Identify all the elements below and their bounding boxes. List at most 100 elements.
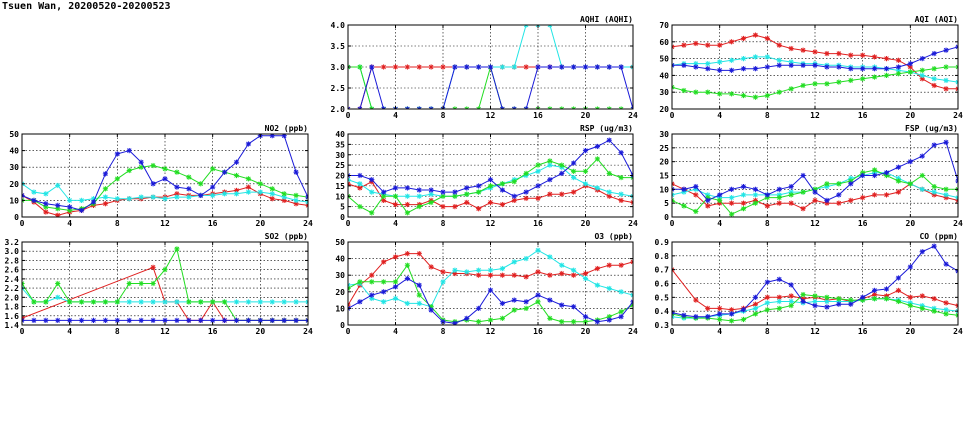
- data-point-blue: [559, 64, 565, 70]
- x-tick-label: 8: [765, 111, 770, 120]
- data-point-blue: [499, 187, 505, 193]
- data-point-green: [404, 262, 410, 268]
- data-point-cyan: [618, 191, 624, 197]
- data-point-red: [43, 209, 49, 215]
- data-point-red: [752, 32, 759, 38]
- data-point-green: [102, 186, 109, 192]
- data-point-green: [571, 106, 577, 109]
- data-point-cyan: [594, 282, 600, 288]
- data-point-red: [348, 302, 351, 308]
- data-point-green: [812, 293, 818, 299]
- data-point-green: [788, 303, 794, 309]
- data-point-blue: [630, 106, 633, 109]
- data-point-cyan: [293, 299, 299, 305]
- data-point-red: [955, 86, 958, 92]
- data-point-blue: [728, 67, 735, 73]
- data-point-blue: [487, 177, 494, 183]
- data-point-blue: [404, 185, 410, 191]
- y-tick-label: 1.8: [5, 303, 20, 312]
- data-point-green: [369, 106, 375, 109]
- data-point-blue: [788, 282, 794, 288]
- x-tick-label: 4: [67, 219, 72, 228]
- data-point-green: [547, 106, 553, 109]
- data-point-green: [728, 91, 735, 97]
- data-point-blue: [848, 301, 854, 307]
- data-point-blue: [464, 315, 470, 321]
- data-point-green: [740, 316, 747, 323]
- y-tick-label: 15: [659, 172, 669, 181]
- x-tick-label: 20: [581, 219, 591, 228]
- data-point-cyan: [293, 197, 299, 203]
- data-point-blue: [776, 62, 782, 68]
- data-point-green: [233, 172, 240, 179]
- data-point-blue: [800, 298, 806, 305]
- y-tick-label: 10: [335, 192, 345, 201]
- data-point-blue: [895, 164, 902, 170]
- data-point-red: [705, 203, 711, 209]
- data-point-blue: [860, 172, 866, 179]
- y-tick-label: 35: [335, 140, 345, 149]
- x-tick-label: 12: [160, 219, 170, 228]
- data-point-green: [606, 106, 612, 109]
- data-point-red: [871, 192, 878, 198]
- data-point-blue: [693, 64, 699, 70]
- data-point-blue: [269, 317, 275, 323]
- data-point-blue: [895, 275, 902, 281]
- data-point-blue: [571, 160, 577, 166]
- data-point-green: [369, 279, 375, 285]
- data-point-blue: [907, 159, 913, 165]
- data-point-green: [752, 311, 759, 317]
- data-point-blue: [547, 64, 553, 70]
- data-point-green: [907, 303, 913, 309]
- data-point-green: [836, 296, 842, 302]
- data-point-red: [883, 192, 890, 198]
- data-point-green: [848, 77, 854, 84]
- data-point-cyan: [943, 192, 949, 198]
- data-point-blue: [43, 201, 49, 207]
- data-point-green: [681, 87, 687, 94]
- data-point-blue: [788, 183, 794, 190]
- data-point-blue: [594, 143, 600, 150]
- chart-co: 0 4 8 12 16 20 24 0.3 0.4 0.5 0.6 0.7 0.8 0.9 CO (ppm): [655, 232, 963, 336]
- x-tick-label: 0: [346, 327, 351, 336]
- data-point-green: [392, 279, 399, 285]
- data-point-green: [162, 166, 168, 172]
- data-point-red: [728, 200, 735, 206]
- y-tick-label: 0.4: [655, 307, 670, 316]
- data-point-green: [547, 315, 553, 321]
- data-point-blue: [571, 304, 577, 310]
- data-point-blue: [245, 141, 252, 147]
- x-tick-label: 16: [533, 111, 543, 120]
- data-point-green: [919, 172, 925, 179]
- data-point-blue: [90, 199, 97, 205]
- data-point-red: [764, 35, 770, 42]
- data-point-cyan: [672, 192, 675, 198]
- y-tick-label: 2.5: [331, 84, 346, 93]
- data-point-red: [535, 269, 541, 275]
- data-point-blue: [126, 317, 132, 323]
- data-point-red: [559, 270, 565, 277]
- chart-so2: 0 4 8 12 16 20 24 1.41.61.82.02.22.42.62.83.03.…: [5, 232, 313, 336]
- data-point-blue: [717, 67, 723, 73]
- data-point-blue: [895, 64, 902, 70]
- data-point-red: [740, 200, 747, 206]
- data-point-red: [381, 197, 387, 203]
- data-point-red: [740, 35, 747, 42]
- data-point-red: [404, 251, 410, 257]
- x-tick-label: 4: [393, 111, 398, 120]
- data-point-blue: [348, 106, 351, 109]
- data-point-cyan: [162, 196, 168, 202]
- data-point-blue: [114, 151, 120, 157]
- data-point-blue: [114, 317, 120, 323]
- y-tick-label: 10: [9, 196, 19, 205]
- data-point-green: [705, 89, 711, 95]
- data-point-red: [452, 204, 458, 210]
- data-point-blue: [138, 317, 144, 323]
- data-point-blue: [381, 189, 387, 195]
- chart-o3: 0 4 8 12 16 20 24 0 10 20 30 40 50 O3 (ppb): [335, 232, 638, 336]
- data-point-red: [547, 272, 553, 278]
- series-group: [22, 246, 308, 323]
- data-point-cyan: [740, 56, 747, 62]
- data-point-green: [499, 315, 505, 321]
- data-point-green: [138, 280, 144, 287]
